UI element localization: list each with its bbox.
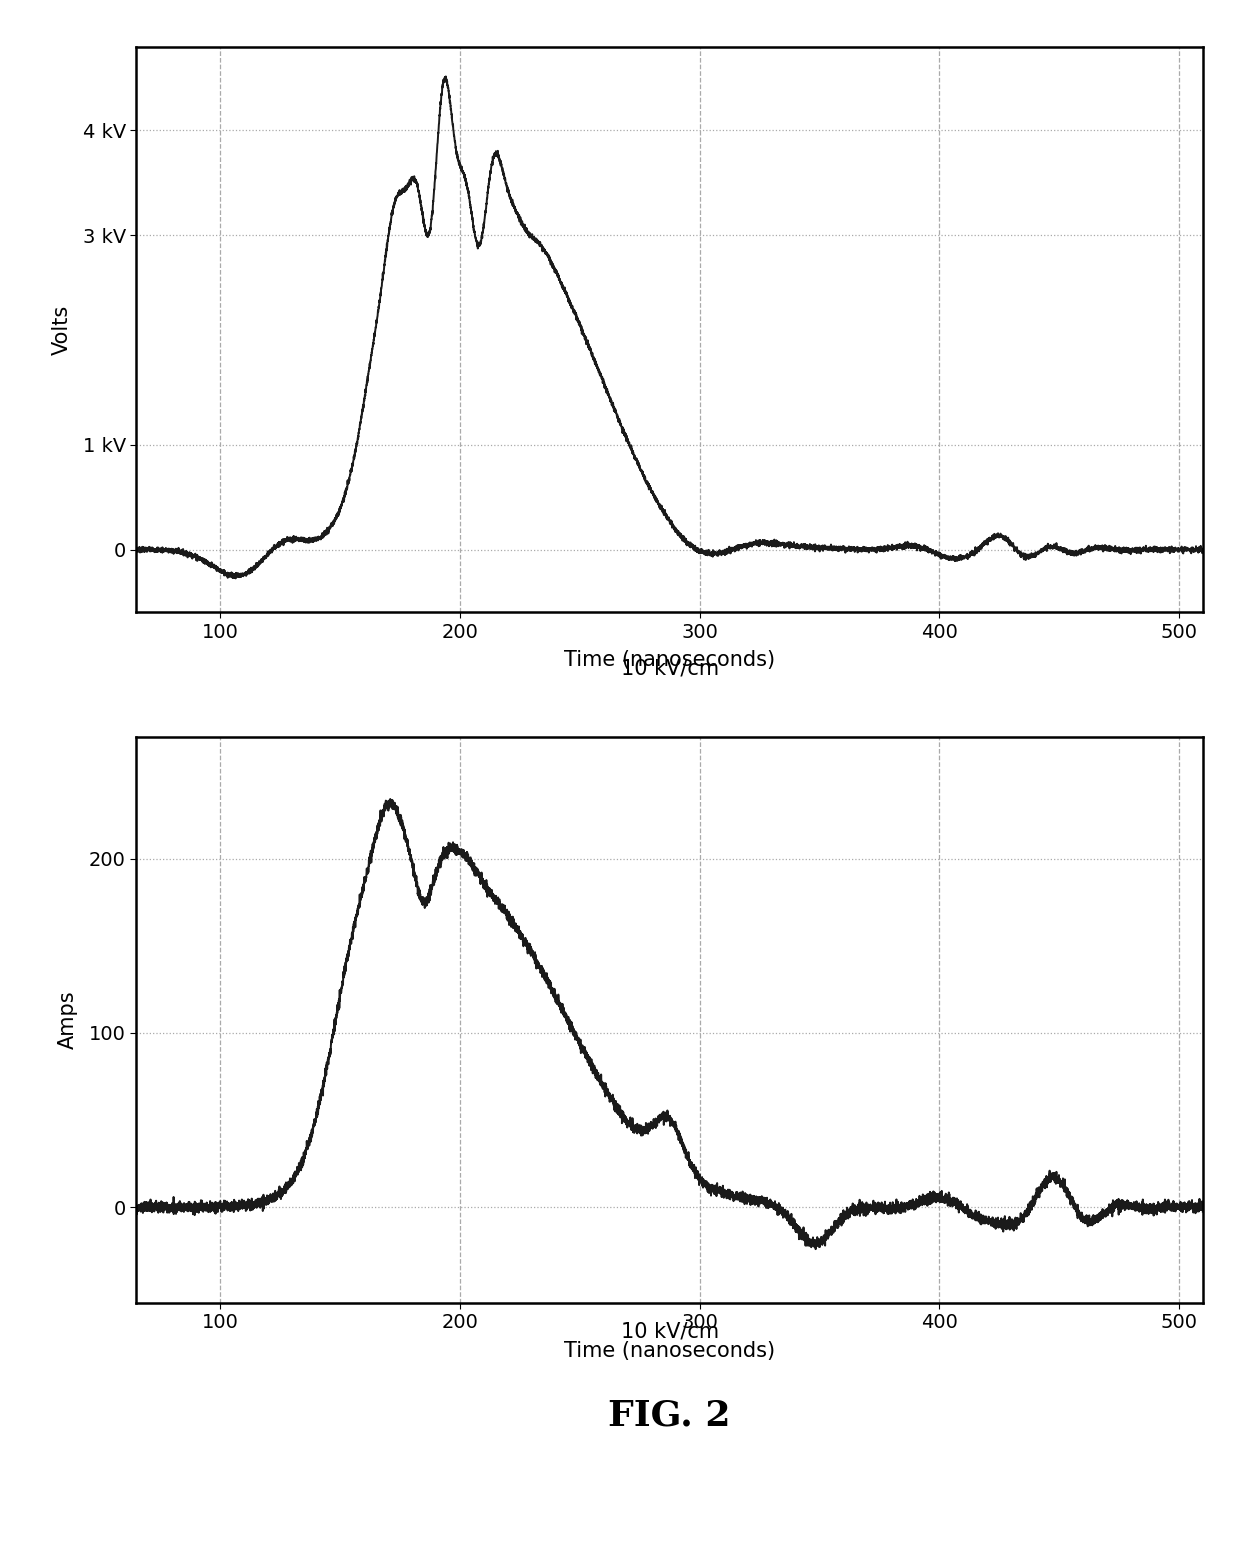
Y-axis label: Volts: Volts xyxy=(52,304,72,354)
Text: FIG. 2: FIG. 2 xyxy=(609,1399,730,1433)
Text: 10 kV/cm: 10 kV/cm xyxy=(620,1322,719,1342)
X-axis label: Time (nanoseconds): Time (nanoseconds) xyxy=(564,1340,775,1360)
Text: 10 kV/cm: 10 kV/cm xyxy=(620,658,719,679)
X-axis label: Time (nanoseconds): Time (nanoseconds) xyxy=(564,651,775,671)
Y-axis label: Amps: Amps xyxy=(58,991,78,1050)
